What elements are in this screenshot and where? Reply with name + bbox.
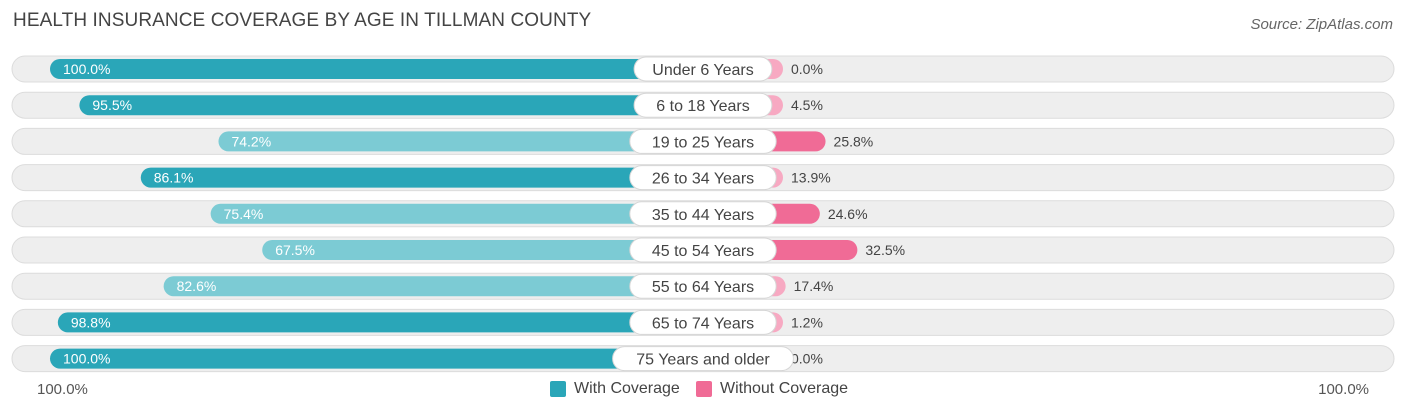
value-label-with-coverage: 86.1%: [154, 170, 194, 186]
category-label: 75 Years and older: [636, 352, 770, 369]
value-label-with-coverage: 100.0%: [63, 61, 110, 77]
value-label-with-coverage: 98.8%: [71, 314, 111, 330]
category-label: 26 to 34 Years: [652, 171, 754, 188]
bar-with-coverage: [218, 131, 723, 152]
bar-with-coverage: [140, 167, 724, 188]
value-label-without-coverage: 0.0%: [791, 61, 823, 77]
chart-canvas: 100.0% 0.0% Under 6 Years 95.5% 4.5% 6 to 18 …: [11, 55, 1395, 373]
value-label-with-coverage: 74.2%: [231, 133, 271, 149]
category-label: 45 to 54 Years: [652, 243, 754, 260]
legend-swatch-with-coverage: [550, 381, 566, 397]
value-label-without-coverage: 24.6%: [828, 206, 868, 222]
legend-label-without-coverage: Without Coverage: [720, 380, 849, 397]
value-label-without-coverage: 32.5%: [865, 242, 905, 258]
bar-with-coverage: [57, 312, 723, 333]
value-label-without-coverage: 25.8%: [834, 133, 874, 149]
source-credit: Source: ZipAtlas.com: [1250, 16, 1393, 33]
bar-with-coverage: [163, 276, 723, 297]
axis-right-label: 100.0%: [1318, 381, 1369, 398]
legend-without-coverage: Without Coverage: [696, 380, 848, 398]
category-pill: [633, 56, 773, 82]
category-pill: [629, 309, 777, 335]
value-label-with-coverage: 75.4%: [224, 206, 264, 222]
value-label-without-coverage: 13.9%: [791, 170, 831, 186]
category-label: Under 6 Years: [652, 62, 753, 79]
legend-swatch-without-coverage: [696, 381, 712, 397]
value-label-without-coverage: 4.5%: [791, 97, 823, 113]
bar-with-coverage: [50, 59, 723, 79]
value-label-without-coverage: 0.0%: [791, 351, 823, 367]
axis-left-label: 100.0%: [37, 381, 88, 398]
value-label-without-coverage: 17.4%: [794, 278, 834, 294]
chart-title: HEALTH INSURANCE COVERAGE BY AGE IN TILL…: [13, 10, 592, 31]
value-label-without-coverage: 1.2%: [791, 314, 823, 330]
value-label-with-coverage: 67.5%: [275, 242, 315, 258]
category-label: 55 to 64 Years: [652, 279, 754, 296]
category-pill: [629, 165, 777, 191]
category-pill: [612, 346, 794, 372]
category-label: 65 to 74 Years: [652, 315, 754, 332]
value-label-with-coverage: 95.5%: [92, 97, 132, 113]
value-label-with-coverage: 100.0%: [63, 351, 110, 367]
bar-with-coverage: [210, 203, 723, 224]
bar-with-coverage: [262, 240, 723, 260]
legend-label-with-coverage: With Coverage: [574, 380, 680, 397]
category-label: 6 to 18 Years: [656, 98, 749, 115]
value-label-with-coverage: 82.6%: [177, 278, 217, 294]
bar-with-coverage: [50, 348, 723, 369]
category-pill: [633, 92, 773, 118]
category-pill: [629, 237, 777, 263]
category-pill: [629, 128, 777, 154]
category-label: 19 to 25 Years: [652, 134, 754, 151]
category-pill: [629, 273, 777, 299]
category-label: 35 to 44 Years: [652, 207, 754, 224]
category-pill: [629, 201, 777, 227]
legend-with-coverage: With Coverage: [550, 380, 680, 398]
bar-with-coverage: [79, 95, 723, 116]
